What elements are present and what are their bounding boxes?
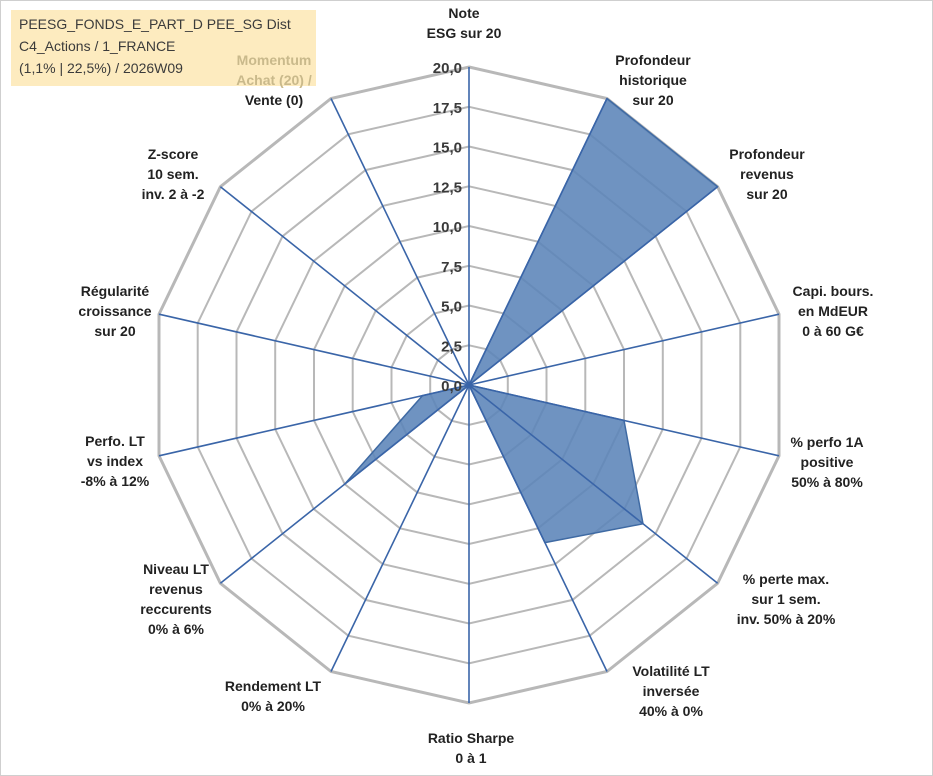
axis-label-line: Perfo. LT <box>85 433 145 449</box>
axis-label: Régularité croissance sur 20 <box>78 281 151 341</box>
axis-label-line: 10 sem. <box>147 166 199 182</box>
tick-label: 12,5 <box>433 179 462 196</box>
axis-label: Momentum Achat (20) / Vente (0) <box>236 50 311 110</box>
axis-label-line: sur 20 <box>632 92 674 108</box>
axis-label: Niveau LT revenus reccurents 0% à 6% <box>140 559 212 639</box>
tick-label: 7,5 <box>441 259 462 276</box>
axis-spoke <box>468 98 608 386</box>
axis-label-line: Profondeur <box>729 146 805 162</box>
axis-label-line: Rendement LT <box>224 678 322 694</box>
tick-label: 2,5 <box>441 338 462 355</box>
axis-spoke <box>468 384 719 584</box>
axis-label-line: Achat (20) / <box>236 72 312 88</box>
series-area <box>343 97 719 544</box>
axis-label-line: Vente (0) <box>244 92 304 108</box>
axis-label-line: reccurents <box>140 601 212 617</box>
axis-label-line: % perfo 1A <box>790 434 864 450</box>
axis-label-line: Profondeur <box>615 52 691 68</box>
tick-label: 20,0 <box>433 60 462 77</box>
axis-label-line: Niveau LT <box>143 561 209 577</box>
axis-spoke <box>158 384 470 457</box>
tick-label: 10,0 <box>433 219 462 236</box>
axis-label-line: -8% à 12% <box>80 473 150 489</box>
axis-label: Profondeur historique sur 20 <box>615 50 690 110</box>
axis-label-line: inv. 2 à -2 <box>141 186 205 202</box>
title-line-fund: PEESG_FONDS_E_PART_D PEE_SG Dist <box>19 16 291 32</box>
axis-label-line: 40% à 0% <box>639 703 703 719</box>
axis-spoke <box>468 313 780 386</box>
axis-label-line: % perte max. <box>742 571 830 587</box>
axis-label-line: 0 à 60 G€ <box>802 323 864 339</box>
axis-label-line: Momentum <box>236 52 312 68</box>
axis-label-line: revenus <box>149 581 203 597</box>
axis-spoke <box>158 313 470 386</box>
tick-label: 0,0 <box>441 378 462 395</box>
axis-label: Volatilité LT inversée 40% à 0% <box>632 661 709 721</box>
axis-label-line: sur 1 sem. <box>751 591 821 607</box>
axis-label-line: inv. 50% à 20% <box>736 611 836 627</box>
axis-label-line: inversée <box>642 683 700 699</box>
axis-spoke <box>468 384 608 672</box>
axis-label-line: croissance <box>78 303 152 319</box>
title-line-range: (1,1% | 22,5%) / 2026W09 <box>19 60 183 76</box>
axis-label: % perte max. sur 1 sem. inv. 50% à 20% <box>737 569 836 629</box>
axis-label-line: sur 20 <box>94 323 136 339</box>
axis-spoke <box>468 186 719 386</box>
axis-label: Z-score 10 sem. inv. 2 à -2 <box>142 144 205 204</box>
axis-label-line: vs index <box>86 453 144 469</box>
axis-label-line: 0% à 20% <box>241 698 305 714</box>
axis-spoke <box>330 98 470 386</box>
axis-label-line: Capi. bours. <box>792 283 874 299</box>
title-line-category: C4_Actions / 1_FRANCE <box>19 38 176 54</box>
tick-label: 17,5 <box>433 100 462 117</box>
axis-label-line: 0% à 6% <box>147 621 205 637</box>
axis-label-line: Ratio Sharpe <box>427 730 515 746</box>
tick-label: 5,0 <box>441 299 462 316</box>
axis-label: % perfo 1A positive 50% à 80% <box>790 432 863 492</box>
axis-label-line: positive <box>800 454 854 470</box>
axis-label-line: Z-score <box>147 146 199 162</box>
axis-label-line: 50% à 80% <box>791 474 863 490</box>
axis-label-line: ESG sur 20 <box>426 25 502 41</box>
axis-label-line: en MdEUR <box>798 303 868 319</box>
axis-spoke <box>330 384 470 672</box>
axis-label-line: Régularité <box>80 283 150 299</box>
axis-label-line: Volatilité LT <box>632 663 710 679</box>
axis-label: Ratio Sharpe 0 à 1 <box>428 728 514 768</box>
axis-label: Capi. bours. en MdEUR 0 à 60 G€ <box>793 281 874 341</box>
axis-label-line: revenus <box>740 166 794 182</box>
axis-label-line: Note <box>448 5 480 21</box>
tick-label: 15,0 <box>433 140 462 157</box>
axis-label-line: 0 à 1 <box>455 750 487 766</box>
axis-label: Profondeur revenus sur 20 <box>729 144 804 204</box>
axis-label-line: historique <box>619 72 687 88</box>
title-box: PEESG_FONDS_E_PART_D PEE_SG Dist C4_Acti… <box>11 10 316 86</box>
axis-label: Perfo. LT vs index -8% à 12% <box>81 431 149 491</box>
axis-spoke <box>219 186 470 386</box>
axis-label: Rendement LT 0% à 20% <box>225 676 321 716</box>
axis-label-line: sur 20 <box>746 186 788 202</box>
axis-label: Note ESG sur 20 <box>427 3 502 43</box>
